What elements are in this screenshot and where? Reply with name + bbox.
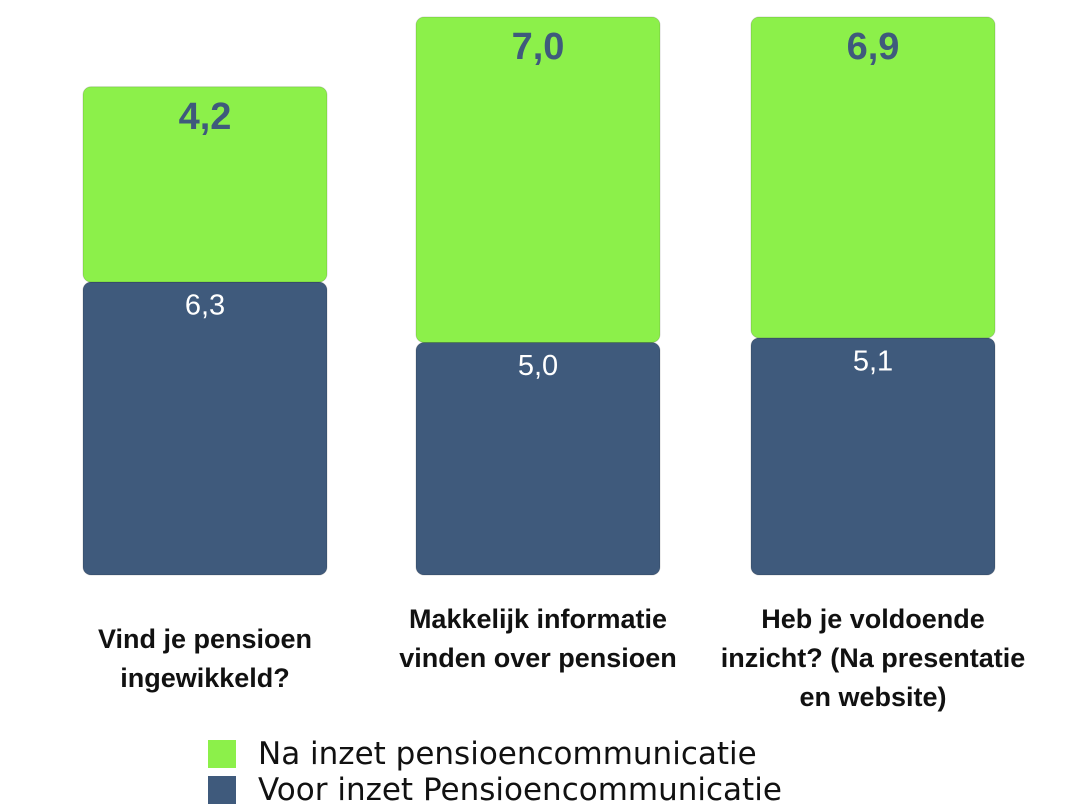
legend-item: Voor inzet Pensioencommunicatie [208, 772, 782, 808]
x-tick-label: Vind je pensioen ingewikkeld? [40, 620, 370, 698]
legend-item: Na inzet pensioencommunicatie [208, 736, 782, 772]
value-label: 7,0 [512, 26, 565, 68]
legend-swatch [208, 776, 236, 804]
plot: 6,3 4,2 5,0 7,0 5,1 6,9 [82, 16, 996, 576]
x-tick-text: Makkelijk informatie vinden over pensioe… [399, 604, 677, 673]
value-label: 4,2 [179, 96, 232, 138]
value-label: 6,3 [185, 290, 225, 322]
value-label: 5,1 [853, 345, 893, 377]
legend-label: Na inzet pensioencommunicatie [258, 736, 757, 772]
value-label: 5,0 [518, 350, 558, 382]
x-tick-label: Heb je voldoende inzicht? (Na presentati… [708, 600, 1038, 717]
bar-segment [415, 16, 661, 343]
legend-swatch [208, 740, 236, 768]
x-tick-label: Makkelijk informatie vinden over pensioe… [373, 600, 703, 678]
legend: Na inzet pensioencommunicatie Voor inzet … [208, 736, 782, 808]
value-label: 6,9 [847, 26, 900, 68]
bar-segment [82, 86, 328, 283]
x-tick-text: Vind je pensioen ingewikkeld? [97, 624, 313, 693]
bar-segment [82, 281, 328, 576]
bar-segment [750, 16, 996, 339]
legend-label: Voor inzet Pensioencommunicatie [258, 772, 782, 808]
x-tick-text: Heb je voldoende inzicht? (Na presentati… [720, 604, 1026, 712]
